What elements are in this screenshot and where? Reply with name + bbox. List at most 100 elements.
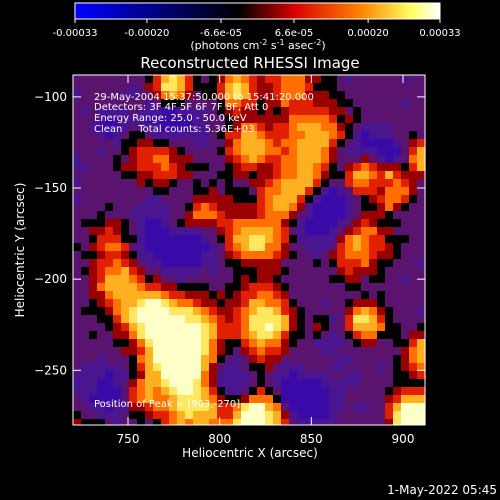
heatmap-cell: [185, 243, 194, 252]
heatmap-cell: [97, 219, 106, 228]
heatmap-cell: [265, 243, 274, 252]
heatmap-cell: [217, 219, 226, 228]
heatmap-cell: [265, 275, 274, 284]
heatmap-cell: [297, 227, 306, 236]
heatmap-cell: [89, 307, 98, 316]
heatmap-cell: [321, 339, 330, 348]
heatmap-cell: [177, 155, 186, 164]
heatmap-cell: [241, 187, 250, 196]
heatmap-cell: [281, 363, 290, 372]
heatmap-cell: [345, 419, 354, 425]
heatmap-cell: [361, 259, 370, 268]
heatmap-cell: [401, 115, 410, 124]
heatmap-cell: [185, 299, 194, 308]
heatmap-cell: [257, 107, 266, 116]
heatmap-cell: [113, 227, 122, 236]
heatmap-cell: [81, 307, 90, 316]
heatmap-cell: [145, 163, 154, 172]
heatmap-cell: [369, 379, 378, 388]
heatmap-cell: [329, 123, 338, 132]
heatmap-cell: [369, 259, 378, 268]
heatmap-cell: [377, 339, 386, 348]
heatmap-cell: [345, 91, 354, 100]
heatmap-cell: [153, 131, 162, 140]
heatmap-cell: [361, 155, 370, 164]
heatmap-cell: [233, 179, 242, 188]
heatmap-cell: [209, 259, 218, 268]
heatmap-cell: [145, 91, 154, 100]
heatmap-cell: [177, 291, 186, 300]
heatmap-cell: [265, 211, 274, 220]
heatmap-cell: [225, 107, 234, 116]
heatmap-cell: [257, 251, 266, 260]
heatmap-cell: [73, 355, 82, 364]
heatmap-cell: [289, 147, 298, 156]
heatmap-cell: [121, 171, 130, 180]
heatmap-cell: [233, 163, 242, 172]
heatmap-cell: [337, 211, 346, 220]
heatmap-cell: [225, 155, 234, 164]
heatmap-cell: [129, 299, 138, 308]
heatmap-cell: [145, 267, 154, 276]
heatmap-cell: [73, 243, 82, 252]
heatmap-cell: [281, 379, 290, 388]
heatmap-cell: [81, 235, 90, 244]
heatmap-cell: [129, 115, 138, 124]
heatmap-cell: [81, 419, 90, 425]
heatmap-cell: [233, 371, 242, 380]
heatmap-cell: [385, 379, 394, 388]
heatmap-cell: [385, 411, 394, 420]
heatmap-cell: [81, 91, 90, 100]
heatmap-cell: [81, 403, 90, 412]
y-tick-label: −150: [34, 181, 67, 195]
heatmap-cell: [217, 387, 226, 396]
heatmap-cell: [337, 275, 346, 284]
heatmap-cell: [305, 363, 314, 372]
heatmap-cell: [217, 83, 226, 92]
heatmap-cell: [313, 131, 322, 140]
heatmap-cell: [353, 291, 362, 300]
heatmap-cell: [337, 115, 346, 124]
heatmap-cell: [313, 419, 322, 425]
heatmap-cell: [345, 195, 354, 204]
heatmap-cell: [113, 91, 122, 100]
heatmap-cell: [169, 171, 178, 180]
heatmap-cell: [345, 331, 354, 340]
heatmap-cell: [265, 131, 274, 140]
heatmap-cell: [241, 139, 250, 148]
heatmap-cell: [233, 411, 242, 420]
heatmap-cell: [393, 75, 402, 84]
heatmap-cell: [265, 83, 274, 92]
heatmap-cell: [105, 155, 114, 164]
heatmap-cell: [401, 347, 410, 356]
heatmap-cell: [97, 339, 106, 348]
heatmap-cell: [113, 203, 122, 212]
heatmap-cell: [273, 251, 282, 260]
heatmap-cell: [321, 179, 330, 188]
heatmap-cell: [225, 115, 234, 124]
heatmap-cell: [113, 195, 122, 204]
heatmap-cell: [249, 115, 258, 124]
heatmap-cell: [233, 291, 242, 300]
heatmap-cell: [185, 315, 194, 324]
heatmap-cell: [329, 139, 338, 148]
heatmap-cell: [353, 371, 362, 380]
heatmap-cell: [321, 147, 330, 156]
heatmap-cell: [169, 219, 178, 228]
heatmap-cell: [305, 227, 314, 236]
heatmap-cell: [73, 211, 82, 220]
heatmap-cell: [153, 203, 162, 212]
heatmap-cell: [121, 323, 130, 332]
heatmap-cell: [137, 187, 146, 196]
heatmap-cell: [321, 315, 330, 324]
heatmap-cell: [409, 115, 418, 124]
heatmap-cell: [225, 227, 234, 236]
heatmap-cell: [337, 155, 346, 164]
heatmap-cell: [369, 91, 378, 100]
heatmap-cell: [185, 251, 194, 260]
heatmap-cell: [297, 163, 306, 172]
heatmap-cell: [369, 251, 378, 260]
heatmap-cell: [249, 179, 258, 188]
heatmap-cell: [393, 115, 402, 124]
heatmap-cell: [329, 187, 338, 196]
